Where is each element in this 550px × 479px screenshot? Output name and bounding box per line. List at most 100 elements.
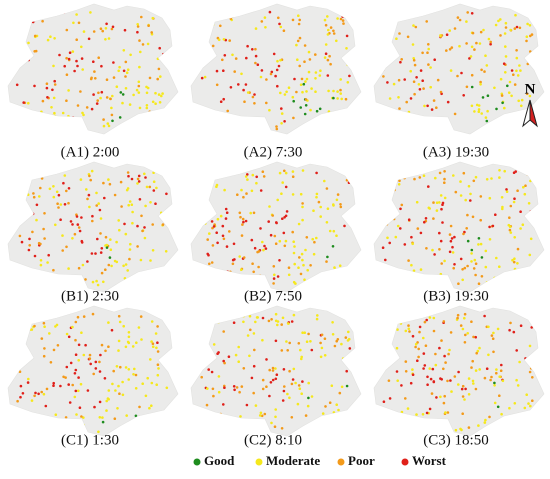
station-dot — [102, 124, 106, 128]
station-dot — [396, 328, 399, 331]
station-dot — [291, 378, 295, 381]
station-dot — [295, 43, 298, 47]
station-dot — [418, 330, 421, 334]
station-dot — [513, 124, 516, 127]
station-dot — [299, 192, 303, 196]
station-dot — [204, 275, 208, 278]
station-dot — [474, 369, 478, 372]
station-dot — [63, 203, 67, 206]
station-dot — [248, 314, 252, 318]
station-dot — [395, 370, 399, 373]
station-dot — [309, 108, 312, 112]
station-dot — [110, 106, 113, 110]
station-dot — [31, 430, 35, 434]
station-dot — [39, 242, 42, 246]
station-dot — [411, 43, 415, 46]
station-dot — [145, 104, 149, 107]
station-dot — [227, 355, 231, 358]
station-dot — [493, 86, 496, 90]
station-dot — [529, 50, 532, 53]
station-dot — [508, 216, 511, 219]
station-dot — [200, 123, 204, 127]
station-dot — [141, 382, 144, 385]
station-dot — [281, 399, 285, 402]
station-dot — [477, 237, 481, 240]
station-dot — [54, 413, 58, 416]
station-dot — [245, 192, 248, 195]
station-dot — [274, 312, 278, 316]
station-dot — [445, 421, 448, 424]
station-dot — [500, 412, 503, 416]
station-dot — [282, 389, 286, 393]
station-dot — [232, 242, 236, 246]
station-dot — [257, 250, 261, 253]
station-dot — [104, 27, 108, 30]
station-dot — [113, 417, 117, 420]
station-dot — [339, 17, 343, 21]
station-dot — [339, 78, 342, 81]
station-dot — [248, 354, 251, 358]
station-dot — [494, 286, 498, 290]
station-dot — [56, 202, 59, 205]
station-dot — [91, 214, 94, 218]
station-dot — [290, 416, 294, 419]
station-dot — [495, 107, 498, 111]
station-dot — [315, 109, 319, 113]
station-dot — [201, 421, 204, 425]
station-dot — [205, 403, 209, 407]
station-dot — [146, 86, 150, 90]
station-dot — [20, 240, 24, 244]
station-dot — [95, 204, 98, 207]
station-dot — [304, 248, 307, 252]
station-dot — [124, 366, 128, 369]
station-dot — [111, 382, 114, 386]
station-dot — [332, 203, 335, 206]
station-dot — [392, 181, 395, 185]
station-dot — [73, 69, 76, 73]
station-dot — [46, 261, 49, 264]
station-dot — [338, 286, 341, 290]
station-dot — [251, 48, 254, 51]
station-dot — [104, 244, 107, 247]
station-dot — [283, 120, 286, 123]
station-dot — [112, 61, 115, 64]
station-dot — [88, 174, 91, 178]
station-dot — [301, 205, 304, 209]
station-dot — [207, 357, 211, 361]
station-dot — [90, 252, 94, 255]
station-dot — [137, 84, 141, 88]
station-dot — [518, 285, 521, 288]
station-dot — [528, 54, 532, 58]
station-dot — [480, 68, 483, 72]
station-dot — [212, 225, 216, 228]
station-dot — [338, 391, 342, 395]
station-dot — [223, 54, 227, 57]
panel-label: (C3) 18:50 — [423, 432, 488, 448]
station-dot — [502, 127, 506, 130]
station-dot — [274, 377, 278, 381]
station-dot — [422, 367, 425, 370]
station-dot — [303, 44, 307, 47]
station-dot — [263, 16, 267, 19]
station-dot — [200, 57, 204, 61]
station-dot — [206, 238, 209, 241]
station-dot — [407, 324, 410, 327]
station-dot — [315, 192, 319, 196]
station-dot — [122, 264, 125, 268]
station-dot — [155, 186, 158, 190]
station-dot — [126, 123, 129, 126]
station-dot — [392, 82, 396, 86]
station-dot — [461, 268, 464, 271]
station-dot — [240, 234, 244, 237]
station-dot — [457, 383, 460, 386]
station-dot — [499, 34, 502, 37]
station-dot — [323, 18, 327, 22]
station-dot — [231, 258, 235, 262]
station-dot — [449, 239, 453, 243]
station-dot — [464, 198, 467, 202]
station-dot — [471, 379, 475, 383]
station-dot — [33, 84, 36, 88]
station-dot — [386, 186, 390, 190]
station-dot — [504, 26, 508, 29]
station-dot — [443, 177, 446, 181]
